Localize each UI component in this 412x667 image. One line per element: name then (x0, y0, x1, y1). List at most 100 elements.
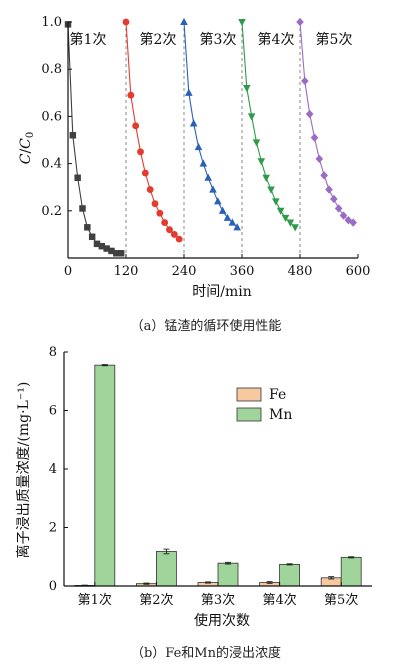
data-point (315, 154, 324, 164)
data-point (262, 174, 270, 182)
data-point (281, 214, 290, 223)
data-point (291, 224, 299, 232)
data-point (209, 185, 217, 193)
data-point (301, 76, 309, 86)
y-tick-label: 0.8 (41, 62, 62, 77)
data-point (69, 132, 77, 139)
data-point (272, 198, 280, 206)
data-point (325, 185, 333, 194)
bar (155, 551, 177, 587)
data-point (103, 245, 110, 252)
data-point (79, 205, 86, 212)
data-point (141, 169, 149, 177)
data-point (334, 204, 343, 213)
data-point (175, 235, 183, 243)
data-point (113, 250, 120, 257)
x-tick-label-b: 第5次 (324, 592, 358, 608)
data-point (93, 240, 101, 248)
bar (94, 364, 116, 587)
legend-swatch (236, 387, 262, 402)
x-tick-label: 480 (288, 264, 313, 279)
legend-label: Mn (269, 407, 292, 423)
data-point (223, 213, 232, 221)
x-axis-label-b: 使用次数 (194, 612, 250, 629)
data-point (117, 250, 125, 257)
y-tick-label-b: 0 (49, 579, 57, 594)
data-point (310, 133, 319, 142)
x-tick-label: 120 (114, 264, 139, 279)
y-axis-label-b: 离子浸出质量浓度/(mg·L⁻¹) (15, 382, 32, 559)
data-point (218, 206, 227, 214)
data-point (286, 219, 295, 227)
series-line (241, 21, 296, 228)
data-point (204, 173, 212, 181)
data-point (137, 148, 144, 156)
data-point (228, 218, 237, 226)
data-point (199, 159, 208, 167)
y-axis-label: C/C0 (18, 132, 36, 165)
data-point (257, 158, 266, 166)
cycle-annotation: 第1次 (70, 31, 107, 48)
data-point (166, 226, 173, 234)
data-point (296, 17, 304, 27)
x-tick-label-b: 第1次 (78, 592, 112, 608)
cycle-performance-chart: 第1次 第2次 第3次 第4次 第5次 0 120 240 360 480 600 0.2 0.4 0.… (18, 15, 370, 334)
data-point (305, 109, 314, 119)
y-tick-label-b: 4 (49, 462, 57, 477)
data-point (267, 186, 275, 194)
data-point (74, 174, 81, 181)
y-tick-label: 0.2 (41, 204, 62, 219)
x-tick-label: 0 (64, 264, 72, 279)
data-point (132, 122, 140, 130)
panel-b-caption: （b）Fe和Mn的浸出浓度 (131, 645, 281, 661)
data-point (349, 218, 357, 227)
cycle-annotation: 第4次 (258, 31, 295, 48)
data-point (88, 233, 96, 240)
data-point (238, 18, 246, 27)
data-point (276, 207, 285, 215)
data-point (330, 194, 338, 204)
data-point (156, 209, 164, 217)
cycle-annotation: 第2次 (140, 31, 177, 48)
data-point (127, 91, 135, 99)
legend-swatch (236, 407, 262, 422)
cycle-annotation: 第5次 (316, 31, 353, 48)
x-tick-label-b: 第4次 (262, 592, 296, 608)
data-point (189, 119, 198, 127)
y-tick-label: 0.6 (41, 109, 62, 124)
bar (279, 563, 301, 587)
data-point (170, 230, 178, 238)
x-axis-label: 时间/min (192, 284, 252, 300)
y-tick-label: 0.4 (41, 157, 62, 172)
data-point (320, 171, 328, 180)
data-point (243, 85, 251, 93)
series-line (125, 21, 180, 240)
bar (340, 556, 362, 587)
data-point (214, 197, 222, 205)
data-point (180, 17, 188, 26)
data-point (146, 186, 154, 193)
data-point (252, 139, 261, 147)
y-tick-label-b: 2 (49, 521, 57, 536)
data-point (185, 88, 193, 96)
y-tick-label-b: 6 (49, 404, 57, 419)
series-line (299, 21, 354, 224)
data-point (194, 142, 203, 151)
x-tick-label: 360 (230, 264, 255, 279)
x-tick-label: 600 (346, 264, 371, 279)
x-tick-label: 240 (172, 264, 197, 279)
panel-a-caption: （a）锰渣的循环使用性能 (131, 318, 282, 334)
x-tick-label-b: 第3次 (201, 592, 235, 608)
data-point (122, 18, 130, 26)
data-point (108, 247, 115, 255)
y-tick-label-b: 8 (49, 345, 57, 360)
data-point (339, 211, 348, 220)
data-point (233, 223, 241, 231)
series-line (67, 24, 122, 254)
y-tick-label: 1.0 (41, 15, 62, 30)
bar (217, 562, 239, 587)
legend-label: Fe (269, 387, 286, 403)
leaching-concentration-chart: 0 2 4 6 8 第1次 第2次 第3次 第4次 第5次 Fe Mn 使用次数 离子浸出质量浓度/… (15, 345, 372, 661)
x-tick-label-b: 第2次 (139, 592, 173, 608)
